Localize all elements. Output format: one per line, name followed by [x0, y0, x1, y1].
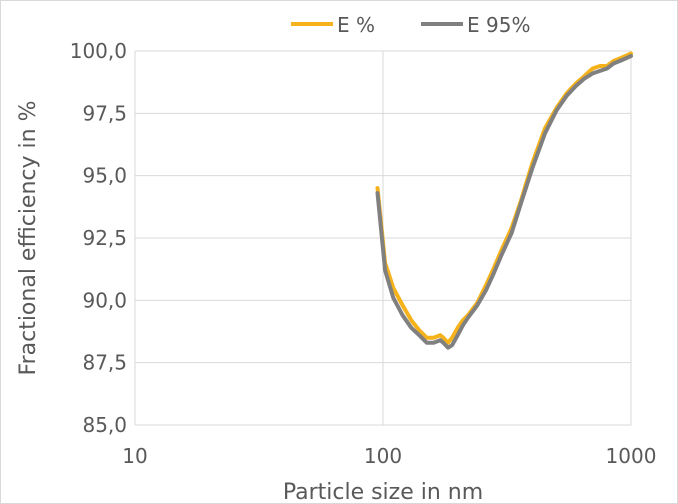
y-tick-label: 95,0 [82, 164, 127, 188]
y-tick-label: 97,5 [82, 101, 127, 125]
y-tick-label: 92,5 [82, 226, 127, 250]
x-tick-label: 10 [122, 444, 147, 468]
x-tick-labels: 10 100 1000 [122, 444, 656, 468]
x-tick-label: 100 [364, 444, 402, 468]
series-line-2 [375, 54, 633, 350]
legend: E % E 95% [291, 13, 530, 37]
legend-label: E % [337, 13, 375, 37]
y-tick-labels: 85,0 87,5 90,0 92,5 95,0 97,5 100,0 [70, 39, 127, 437]
y-tick-label: 85,0 [82, 413, 127, 437]
y-axis-title: Fractional efficiency in % [16, 101, 41, 376]
y-tick-label: 87,5 [82, 351, 127, 375]
series-layer [375, 51, 633, 350]
y-tick-label: 100,0 [70, 39, 127, 63]
legend-label: E 95% [467, 13, 530, 37]
y-tick-label: 90,0 [82, 288, 127, 312]
x-axis-title: Particle size in nm [283, 480, 483, 503]
series-line-1 [375, 51, 633, 345]
x-tick-label: 1000 [606, 444, 657, 468]
